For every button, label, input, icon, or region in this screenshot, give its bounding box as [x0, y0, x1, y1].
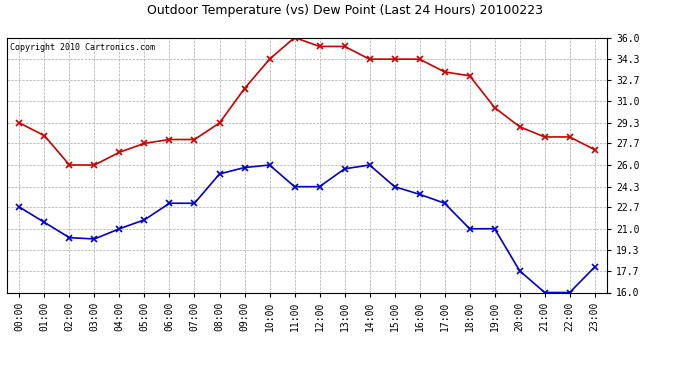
Text: Copyright 2010 Cartronics.com: Copyright 2010 Cartronics.com	[10, 43, 155, 52]
Text: Outdoor Temperature (vs) Dew Point (Last 24 Hours) 20100223: Outdoor Temperature (vs) Dew Point (Last…	[147, 4, 543, 17]
